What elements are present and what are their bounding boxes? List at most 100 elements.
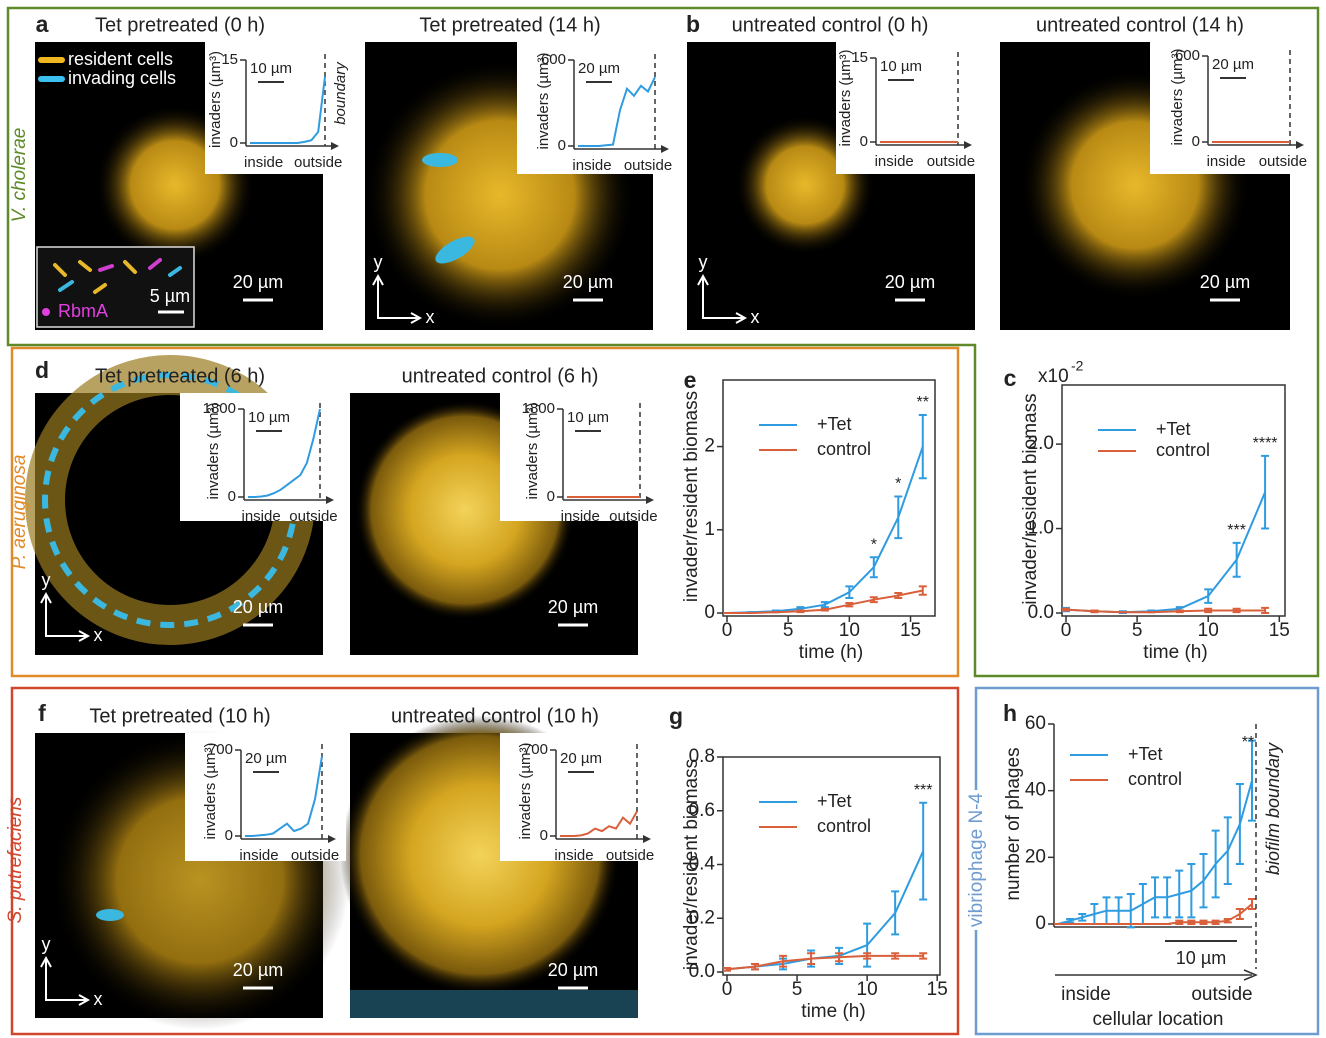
error-bar: [1199, 919, 1208, 925]
error-bar: [723, 966, 731, 972]
x-category-label: inside: [241, 508, 280, 525]
image-title: Tet pretreated (6 h): [95, 365, 265, 387]
legend-label: +Tet: [1128, 744, 1163, 764]
legend-label: +Tet: [817, 791, 852, 811]
y-tick-label: 0: [547, 488, 555, 505]
panel-letter: f: [38, 700, 46, 726]
y-tick-label: 1800: [522, 400, 555, 417]
label-bg: [965, 790, 989, 930]
error-bar: [1175, 919, 1184, 925]
y-tick-label: 0: [558, 137, 566, 154]
inset-box: [1150, 42, 1316, 174]
x-tick-label: 0: [722, 979, 733, 1000]
y-multiplier: x10: [1038, 366, 1069, 387]
x-category-label: outside: [291, 847, 339, 864]
x-category-label: inside: [572, 157, 611, 174]
frame-vc: [6, 6, 1320, 678]
legend-label: +Tet: [1156, 419, 1191, 439]
y-tick-label: 0: [860, 133, 868, 150]
series-line: [726, 954, 924, 971]
image-title: Tet pretreated (0 h): [95, 14, 265, 36]
x-category-label: inside: [875, 153, 914, 170]
species-label: V. cholerae: [9, 128, 30, 223]
y-multiplier-exp: -2: [1071, 358, 1084, 374]
legend-label: resident cells: [68, 49, 173, 69]
scale-label: 20 µm: [563, 272, 613, 292]
y-tick-label: 1: [704, 519, 715, 540]
y-axis-label: invaders (µm³): [202, 743, 219, 840]
series-line: [726, 850, 925, 971]
error-bar: [1138, 883, 1147, 925]
scale-label: 20 µm: [233, 597, 283, 617]
image-title: untreated control (6 h): [402, 365, 599, 387]
legend-label: invading cells: [68, 68, 176, 88]
significance: **: [917, 394, 929, 411]
error-bar: [1261, 454, 1270, 530]
inset-scale: 10 µm: [250, 60, 292, 77]
image-title: untreated control (0 h): [732, 14, 929, 36]
axis-glyph-label: x: [94, 625, 103, 645]
inset-scale: 20 µm: [578, 60, 620, 77]
x-category-label: outside: [927, 153, 975, 170]
error-bar: [807, 952, 816, 965]
frame-sp: [10, 686, 960, 1036]
panel-letter: c: [1004, 365, 1017, 391]
y-tick-label: 600: [541, 51, 566, 68]
boundary-label: biofilm boundary: [1263, 742, 1283, 875]
axis-glyph-label: x: [751, 307, 760, 327]
y-tick-label: 600: [1175, 47, 1200, 64]
arrow-head: [1296, 141, 1304, 149]
x-tick-label: 10: [857, 979, 878, 1000]
error-bar: [1187, 919, 1196, 925]
legend-label: control: [817, 816, 871, 836]
x-tick-label: 15: [1269, 620, 1290, 641]
x-category-label: outside: [1259, 153, 1307, 170]
y-tick-label: 0: [540, 827, 548, 844]
error-bar: [1223, 918, 1232, 924]
error-bar: [1175, 609, 1184, 614]
plot-frame: [1061, 384, 1286, 617]
scale-label: 20 µm: [548, 960, 598, 980]
x-tick-label: 5: [783, 620, 794, 641]
y-axis-label: invaders (µm³): [517, 743, 534, 840]
x-category-label: outside: [606, 847, 654, 864]
series-line: [1065, 608, 1266, 614]
error-bar: [1261, 606, 1270, 614]
significance: *: [871, 536, 877, 553]
legend-label: +Tet: [817, 414, 852, 434]
image-title: untreated control (14 h): [1036, 14, 1244, 36]
y-tick-label: 15: [221, 51, 238, 68]
series-line: [1065, 491, 1267, 614]
error-bar: [1062, 607, 1070, 612]
zoom-cells: [53, 258, 182, 294]
error-bar: [1199, 853, 1208, 909]
y-tick-label: 0: [1192, 133, 1200, 150]
species-label: P. aeruginosa: [9, 455, 30, 570]
error-bar: [835, 952, 844, 963]
axis-glyph-label: x: [94, 989, 103, 1009]
significance: *: [895, 476, 901, 493]
y-tick-label: 700: [523, 741, 548, 758]
x-tick-label: 15: [927, 979, 948, 1000]
scale-label: 10 µm: [1176, 948, 1226, 968]
image-title: untreated control (10 h): [391, 705, 599, 727]
error-bar: [1211, 829, 1220, 899]
y-tick-label: 0.0: [1028, 602, 1054, 623]
y-axis-label: invader/resident biomass: [681, 759, 702, 970]
x-tick-label: 10: [1198, 620, 1219, 641]
x-category-label: inside: [554, 847, 593, 864]
y-axis-label: invaders (µm³): [207, 51, 224, 148]
rbma-dot: [42, 308, 50, 316]
error-bar: [1204, 588, 1213, 604]
arrow-head: [326, 496, 334, 504]
y-tick-label: 0.4: [689, 854, 716, 875]
x-tick-label: 0: [722, 620, 733, 641]
axis-glyph: [702, 278, 743, 319]
error-bar: [1078, 913, 1087, 922]
error-bar: [1187, 863, 1196, 919]
invaders: [350, 990, 638, 1018]
error-bar: [919, 801, 928, 901]
error-bar: [918, 413, 927, 480]
inset-scale: 10 µm: [567, 409, 609, 426]
